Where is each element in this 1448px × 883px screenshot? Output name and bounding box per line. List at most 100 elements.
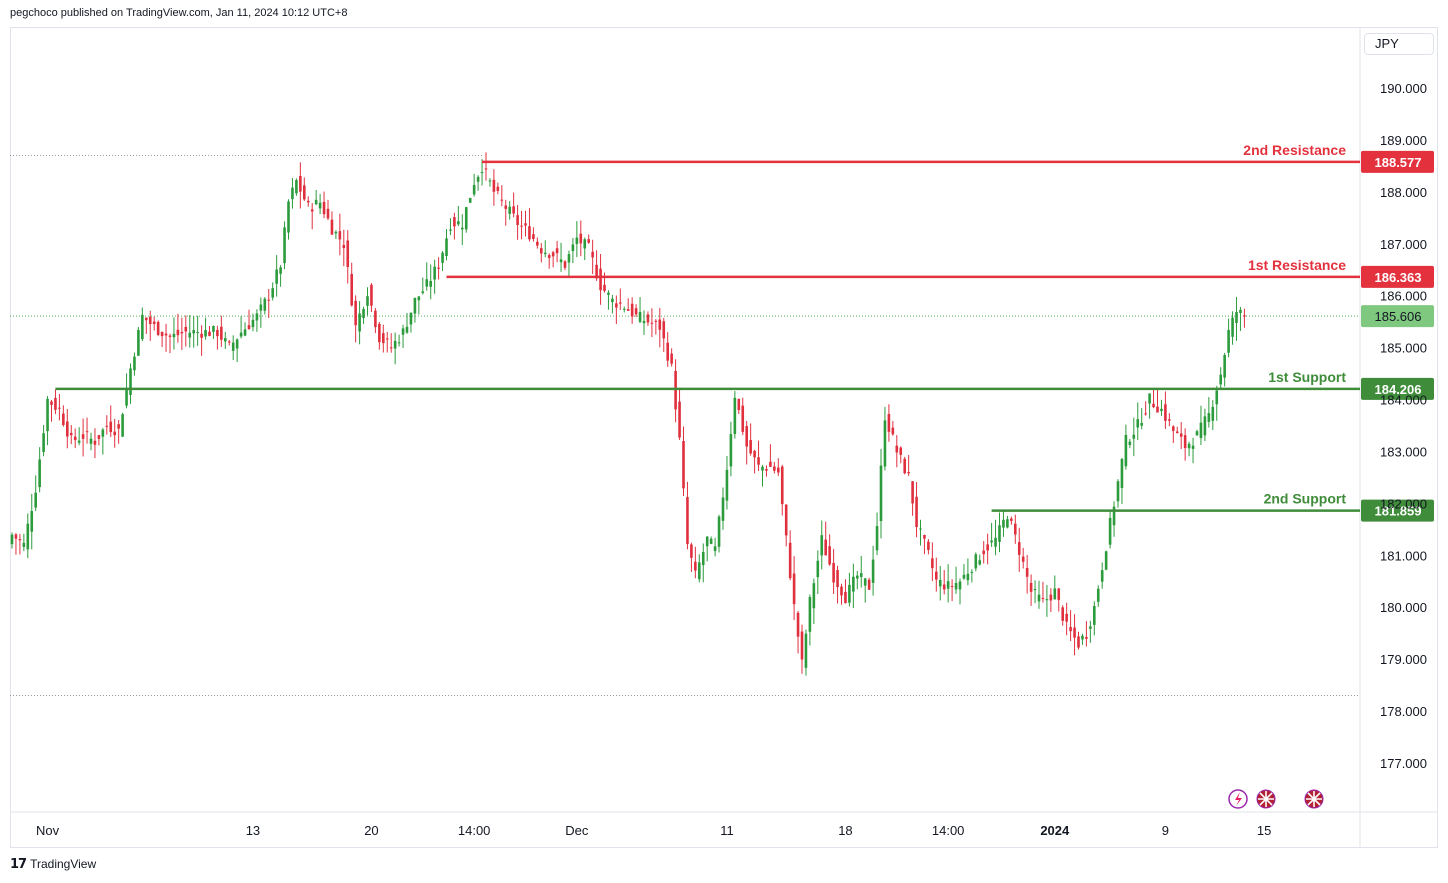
candle <box>354 295 357 343</box>
price-tick: 177.000 <box>1380 756 1427 771</box>
candle <box>599 254 602 305</box>
candle <box>856 570 859 590</box>
level-1st-support[interactable]: 1st Support 184.206 <box>55 369 1434 400</box>
candle <box>121 412 124 438</box>
candle <box>520 210 523 240</box>
candle <box>780 464 784 516</box>
candle <box>895 435 899 468</box>
candle <box>638 297 642 324</box>
event-icons <box>1228 789 1324 809</box>
last-price-box <box>1361 305 1434 328</box>
price-tick: 184.000 <box>1380 393 1427 408</box>
candle <box>796 610 800 654</box>
candle <box>464 206 468 233</box>
candle <box>212 325 215 339</box>
candle <box>247 309 251 330</box>
candle <box>441 251 444 271</box>
candle <box>125 373 128 409</box>
candle <box>362 306 365 324</box>
candle <box>22 533 26 552</box>
lightning-event-icon[interactable] <box>1228 789 1248 809</box>
candle <box>346 230 350 284</box>
candle <box>397 334 401 347</box>
candle <box>310 203 314 230</box>
candle <box>137 326 140 356</box>
candle <box>540 243 543 263</box>
candle <box>816 550 820 595</box>
price-tick: 179.000 <box>1380 652 1427 667</box>
candle <box>295 178 298 196</box>
candle <box>1128 438 1132 449</box>
candle <box>437 257 440 280</box>
time-tick: Nov <box>36 823 60 838</box>
candle <box>713 537 717 557</box>
candle <box>852 563 855 609</box>
candle <box>1211 400 1215 431</box>
candle <box>725 455 729 510</box>
candle <box>646 311 650 326</box>
candle <box>986 533 989 565</box>
candle <box>859 555 863 588</box>
candle <box>863 577 867 603</box>
candle <box>607 290 610 310</box>
candle <box>512 192 515 218</box>
currency-selector[interactable]: JPY <box>1364 33 1434 55</box>
candle <box>978 554 982 566</box>
candle <box>982 541 985 564</box>
level-1st-resistance[interactable]: 1st Resistance 186.363 <box>446 257 1435 288</box>
candle <box>777 458 780 476</box>
candle <box>393 332 397 365</box>
candle <box>737 398 741 414</box>
candle <box>1061 605 1064 626</box>
candle <box>1053 575 1057 600</box>
candle <box>844 579 847 604</box>
candle <box>547 253 551 269</box>
candle <box>1156 390 1159 413</box>
candle <box>417 296 421 315</box>
candle <box>958 578 962 605</box>
candle <box>784 504 788 547</box>
candle <box>129 363 132 404</box>
candle <box>887 404 891 442</box>
candle <box>733 391 737 439</box>
candle <box>358 301 361 345</box>
candle <box>622 306 626 313</box>
candle <box>603 272 606 293</box>
candle <box>721 487 725 530</box>
level-2nd-resistance[interactable]: 2nd Resistance 188.577 <box>482 142 1434 173</box>
candle <box>891 421 895 436</box>
candle <box>990 522 993 547</box>
candle <box>283 221 286 270</box>
uk-flag-event-icon-2[interactable] <box>1304 789 1324 809</box>
candle <box>224 331 227 349</box>
candle <box>942 570 946 595</box>
price-tick: 178.000 <box>1380 704 1427 719</box>
candle <box>1010 516 1013 525</box>
candle <box>1207 397 1211 428</box>
candle <box>152 316 156 331</box>
candle <box>378 322 381 350</box>
candle <box>1227 318 1230 358</box>
candle <box>1081 633 1084 645</box>
uk-flag-event-icon[interactable] <box>1256 789 1276 809</box>
candle <box>382 324 385 353</box>
candle <box>927 539 930 555</box>
candle <box>445 228 448 261</box>
candle <box>650 308 654 338</box>
candle <box>1037 580 1041 609</box>
candle <box>200 325 203 356</box>
candle <box>532 227 535 242</box>
candle <box>508 201 511 220</box>
candle <box>820 520 824 570</box>
candle <box>567 250 571 277</box>
candle <box>239 316 243 339</box>
candle <box>935 557 938 592</box>
level-2nd-support[interactable]: 2nd Support 181.859 <box>991 491 1434 522</box>
candle <box>903 456 906 475</box>
candle <box>950 579 954 602</box>
candle <box>1148 393 1151 419</box>
level-price-label: 181.859 <box>1375 504 1422 519</box>
candle <box>1029 574 1033 606</box>
candles <box>10 152 1246 676</box>
